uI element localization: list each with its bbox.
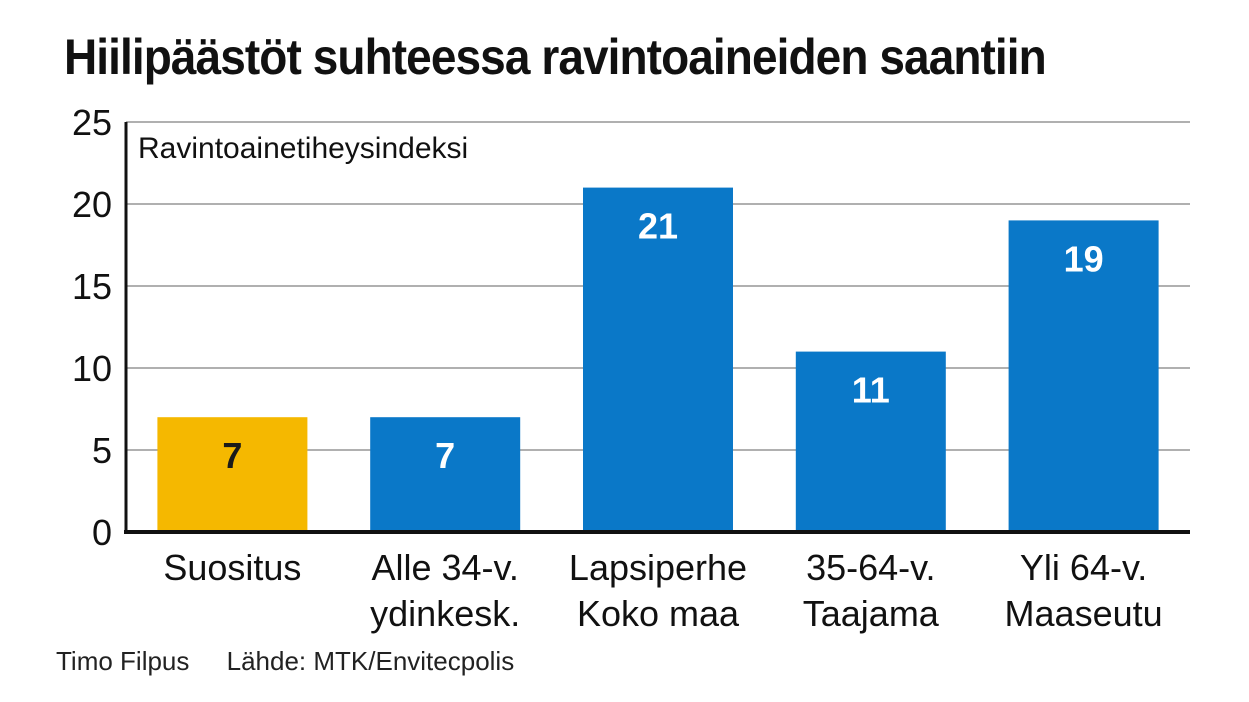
bar [1008,220,1159,532]
data-label: 19 [1064,238,1104,279]
x-tick-label: 35-64-v. [806,547,935,588]
x-tick-label: Maaseutu [1005,593,1163,634]
author-credit: Timo Filpus [56,646,190,676]
x-tick-label: Taajama [803,593,940,634]
y-tick-label: 15 [72,266,112,307]
chart-title: Hiilipäästöt suhteessa ravintoaineiden s… [64,29,1047,85]
x-tick-label: Alle 34-v. [371,547,518,588]
x-tick-label: Koko maa [577,593,740,634]
data-label: 11 [852,370,890,411]
y-axis-label: Ravintoainetiheysindeksi [138,132,468,165]
y-tick-label: 5 [92,430,112,471]
chart-footer: Timo Filpus Lähde: MTK/Envitecpolis [56,646,514,677]
x-tick-label: Lapsiperhe [569,547,747,588]
x-tick-label: Yli 64-v. [1020,547,1147,588]
y-tick-label: 0 [92,512,112,553]
bar [583,187,733,532]
data-label: 21 [638,206,678,247]
x-tick-label: ydinkesk. [370,593,520,634]
y-tick-label: 25 [72,102,112,143]
data-label: 7 [435,435,455,476]
source-credit: Lähde: MTK/Envitecpolis [226,646,515,676]
data-label: 7 [222,435,242,476]
bar [795,351,946,532]
x-tick-label: Suositus [163,547,301,588]
y-tick-label: 10 [72,348,112,389]
bar [157,417,308,532]
bar [370,417,521,532]
y-tick-label: 20 [72,184,112,225]
